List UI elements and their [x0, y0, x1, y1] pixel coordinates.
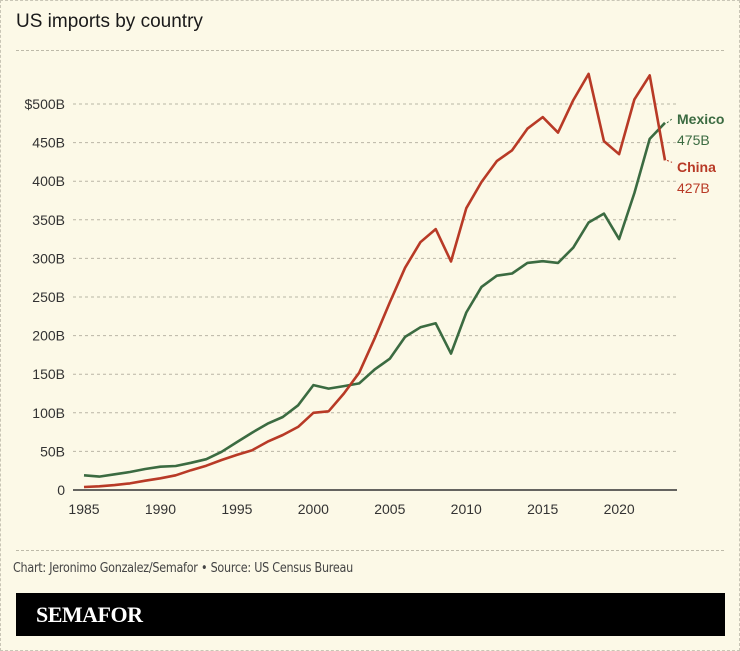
y-tick-label: $500B	[25, 96, 65, 112]
y-tick-label: 350B	[32, 212, 65, 228]
y-tick-label: 0	[57, 482, 65, 498]
series-line-mexico	[83, 121, 666, 478]
series-end-value: 427B	[677, 180, 710, 196]
y-tick-label: 50B	[40, 443, 65, 459]
footer-divider	[16, 550, 724, 551]
y-tick-label: 250B	[32, 289, 65, 305]
x-tick-label: 2000	[298, 501, 329, 517]
chart-title: US imports by country	[16, 11, 203, 32]
x-tick-label: 1985	[68, 501, 99, 517]
brand-bar: SEMAFOR	[16, 593, 725, 636]
x-tick-label: 1995	[221, 501, 252, 517]
y-tick-label: 400B	[32, 173, 65, 189]
y-tick-label: 150B	[32, 366, 65, 382]
x-tick-label: 2020	[604, 501, 635, 517]
y-tick-label: 100B	[32, 405, 65, 421]
title-divider	[16, 50, 724, 51]
y-tick-label: 300B	[32, 250, 65, 266]
y-tick-label: 200B	[32, 328, 65, 344]
x-tick-label: 2005	[374, 501, 405, 517]
chart-credit: Chart: Jeronimo Gonzalez/Semafor • Sourc…	[13, 561, 353, 576]
series-label-mexico: Mexico	[677, 111, 724, 127]
x-tick-label: 1990	[145, 501, 176, 517]
label-leader	[666, 159, 673, 163]
label-leader	[666, 118, 673, 124]
series-line-china	[83, 72, 667, 489]
line-chart: 0 50B 100B 150B 200B 250B 300B 350B 400B 450B $500…	[25, 72, 724, 517]
series-end-value: 475B	[677, 132, 710, 148]
x-tick-label: 2010	[451, 501, 482, 517]
semafor-logo: SEMAFOR	[36, 602, 143, 627]
x-tick-label: 2015	[527, 501, 558, 517]
y-tick-label: 450B	[32, 135, 65, 151]
series-label-china: China	[677, 159, 716, 175]
